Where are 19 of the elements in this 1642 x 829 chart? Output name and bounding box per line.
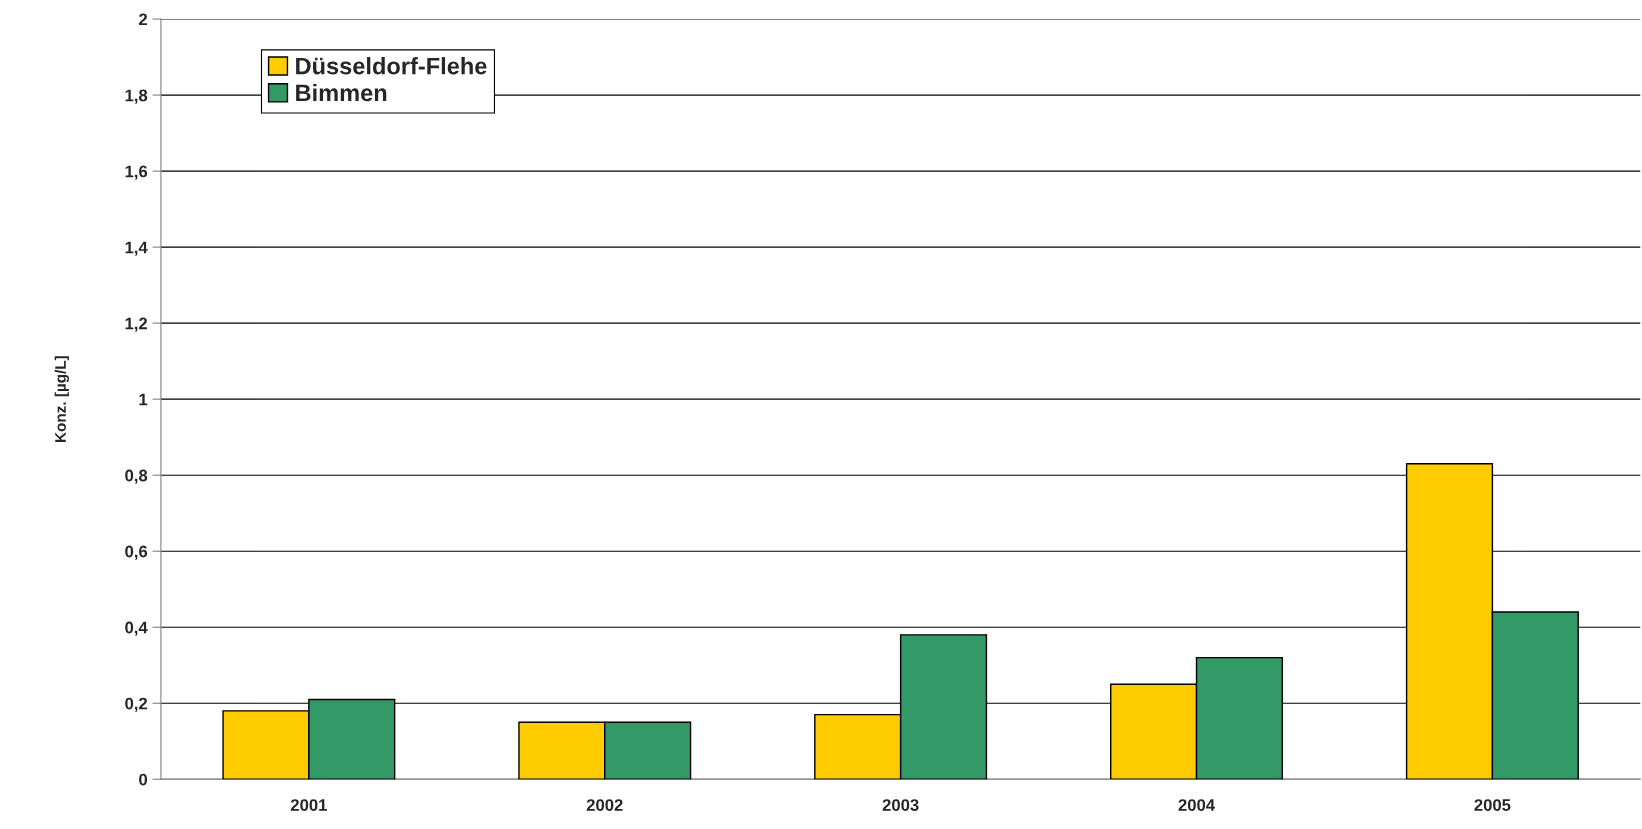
y-tick-label: 1,6 (125, 165, 148, 180)
y-tick-label: 0,8 (125, 469, 148, 484)
x-tick-label: 2001 (290, 799, 327, 811)
y-tick-label: 0 (139, 773, 148, 786)
y-tick-label: 1,8 (125, 89, 148, 104)
x-tick-label: 2004 (1178, 799, 1215, 811)
x-tick-label: 2005 (1474, 799, 1511, 811)
legend-label: Düsseldorf-Flehe (296, 57, 487, 75)
x-tick-label: 2003 (882, 799, 919, 811)
y-tick-label: 1,2 (125, 317, 148, 332)
y-tick-label: 0,4 (125, 621, 148, 636)
y-tick-label: 2 (139, 13, 148, 26)
x-tick-label: 2002 (586, 799, 623, 811)
y-tick-label: 1,4 (125, 241, 148, 256)
y-tick-label: 0,2 (125, 697, 148, 712)
y-axis-title: Konz. [µg/L] (54, 356, 69, 442)
y-tick-label: 1 (139, 393, 148, 406)
legend-label: Bimmen (296, 83, 387, 102)
y-tick-label: 0,6 (125, 545, 148, 560)
